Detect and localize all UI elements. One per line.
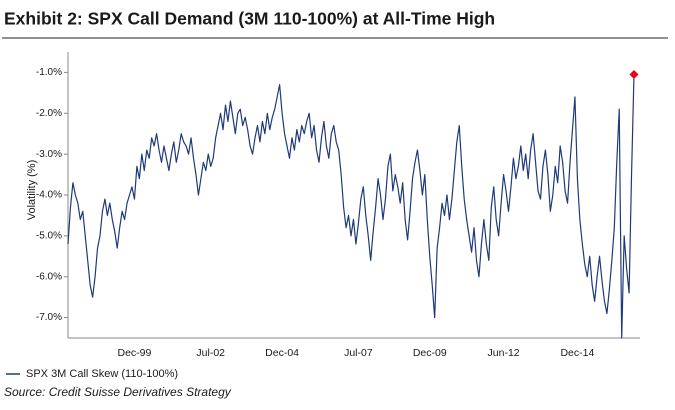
last-point-marker	[629, 69, 639, 79]
x-tick-label: Dec-04	[265, 347, 299, 359]
chart-title: Exhibit 2: SPX Call Demand (3M 110-100%)…	[4, 9, 495, 29]
y-tick-label: -4.0%	[36, 190, 62, 201]
y-tick-label: -3.0%	[36, 149, 62, 160]
y-tick-label: -2.0%	[36, 108, 62, 119]
x-tick-label: Dec-09	[413, 347, 447, 359]
source-note: Source: Credit Suisse Derivatives Strate…	[4, 385, 232, 399]
x-tick-label: Jul-07	[344, 347, 373, 359]
series-line	[67, 74, 635, 339]
y-tick-label: -1.0%	[36, 67, 62, 78]
y-tick-label: -7.0%	[36, 312, 62, 323]
y-tick-label: -5.0%	[36, 230, 62, 241]
legend-label: SPX 3M Call Skew (110-100%)	[26, 368, 178, 380]
x-tick-label: Jul-02	[196, 347, 225, 359]
x-tick-label: Dec-14	[560, 347, 594, 359]
x-tick-label: Jun-12	[488, 347, 520, 359]
x-tick-label: Dec-99	[118, 347, 152, 359]
y-axis-label: Volatility (%)	[26, 160, 38, 221]
y-tick-label: -6.0%	[36, 271, 62, 282]
